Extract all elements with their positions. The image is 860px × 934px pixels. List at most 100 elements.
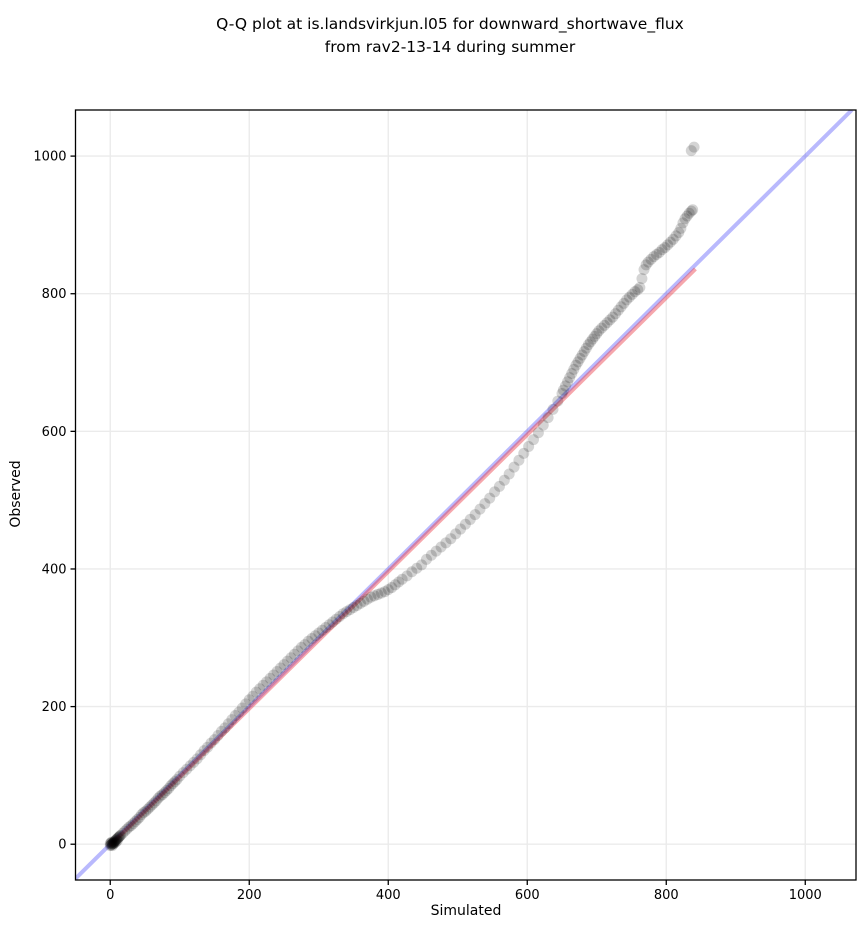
data-point [108,838,120,850]
data-point [612,304,624,316]
data-point [106,836,118,848]
data-point [469,509,481,521]
data-point [401,570,413,582]
data-point [406,566,418,578]
data-point [309,630,321,642]
data-point [416,559,428,571]
data-point [570,359,582,371]
data-point [316,624,328,636]
data-point [275,662,287,674]
data-point [344,604,356,616]
x-tick-label: 1000 [789,888,822,903]
data-point [556,388,568,400]
data-point [675,222,687,234]
data-point [528,434,540,446]
data-point [420,553,432,565]
data-point [629,286,641,298]
data-point [119,825,131,837]
data-point [327,616,339,628]
data-point [670,230,682,242]
data-point [108,836,120,848]
data-point [585,336,597,348]
data-point [236,702,248,714]
data-point [372,588,384,600]
plot-border [74,109,857,881]
data-point [518,447,530,459]
data-point [144,801,156,813]
data-point [169,776,181,788]
data-point [257,679,269,691]
data-point [580,342,592,354]
data-point [268,669,280,681]
data-point [479,498,491,510]
data-point [632,284,644,296]
data-point [106,840,118,852]
data-point [348,602,360,614]
data-point [610,308,622,320]
data-point [261,676,273,688]
data-point [295,641,307,653]
data-point [379,586,391,598]
data-point [582,339,594,351]
data-point [685,145,697,157]
data-point [106,838,118,850]
data-point [598,319,610,331]
data-point [281,655,293,667]
data-point [320,621,332,633]
data-point [264,672,276,684]
data-point [651,249,663,261]
data-point [626,288,638,300]
data-point [174,770,186,782]
data-point [679,213,691,225]
data-point [653,246,665,258]
data-point [161,785,173,797]
data-layer [75,110,854,880]
data-point [125,820,137,832]
data-point [341,606,353,618]
data-point [247,690,259,702]
data-point [685,205,697,217]
data-point [202,741,214,753]
data-point [375,587,387,599]
data-point [105,839,117,851]
data-point [156,789,168,801]
data-point [351,599,363,611]
plot-area [75,110,856,880]
data-point [219,722,231,734]
data-point [205,737,217,749]
data-point [113,831,125,843]
data-point [302,635,314,647]
x-tick-label: 600 [515,888,540,903]
data-point [445,533,457,545]
data-point [177,767,189,779]
data-point [589,330,601,342]
data-point [656,244,668,256]
data-point [152,792,164,804]
data-point [334,610,346,622]
y-tick-label: 200 [42,700,67,715]
data-point [136,809,148,821]
data-point [133,811,145,823]
data-point [386,582,398,594]
data-point [188,756,200,768]
y-tick-label: 0 [58,838,66,853]
x-axis-label: Simulated [430,903,502,919]
data-point [440,537,452,549]
data-point [450,528,462,540]
data-point [292,645,304,657]
data-point [215,725,227,737]
data-point [240,698,252,710]
y-tick-label: 400 [42,562,67,577]
data-point [681,210,693,222]
data-point [562,376,574,388]
data-point [593,325,605,337]
chart-title-line2: from rav2-13-14 during summer [324,38,576,56]
data-point [146,799,158,811]
data-point [271,666,283,678]
data-point [212,729,224,741]
data-point [623,291,635,303]
data-point [503,468,515,480]
data-point [636,273,648,285]
data-point [111,833,123,845]
